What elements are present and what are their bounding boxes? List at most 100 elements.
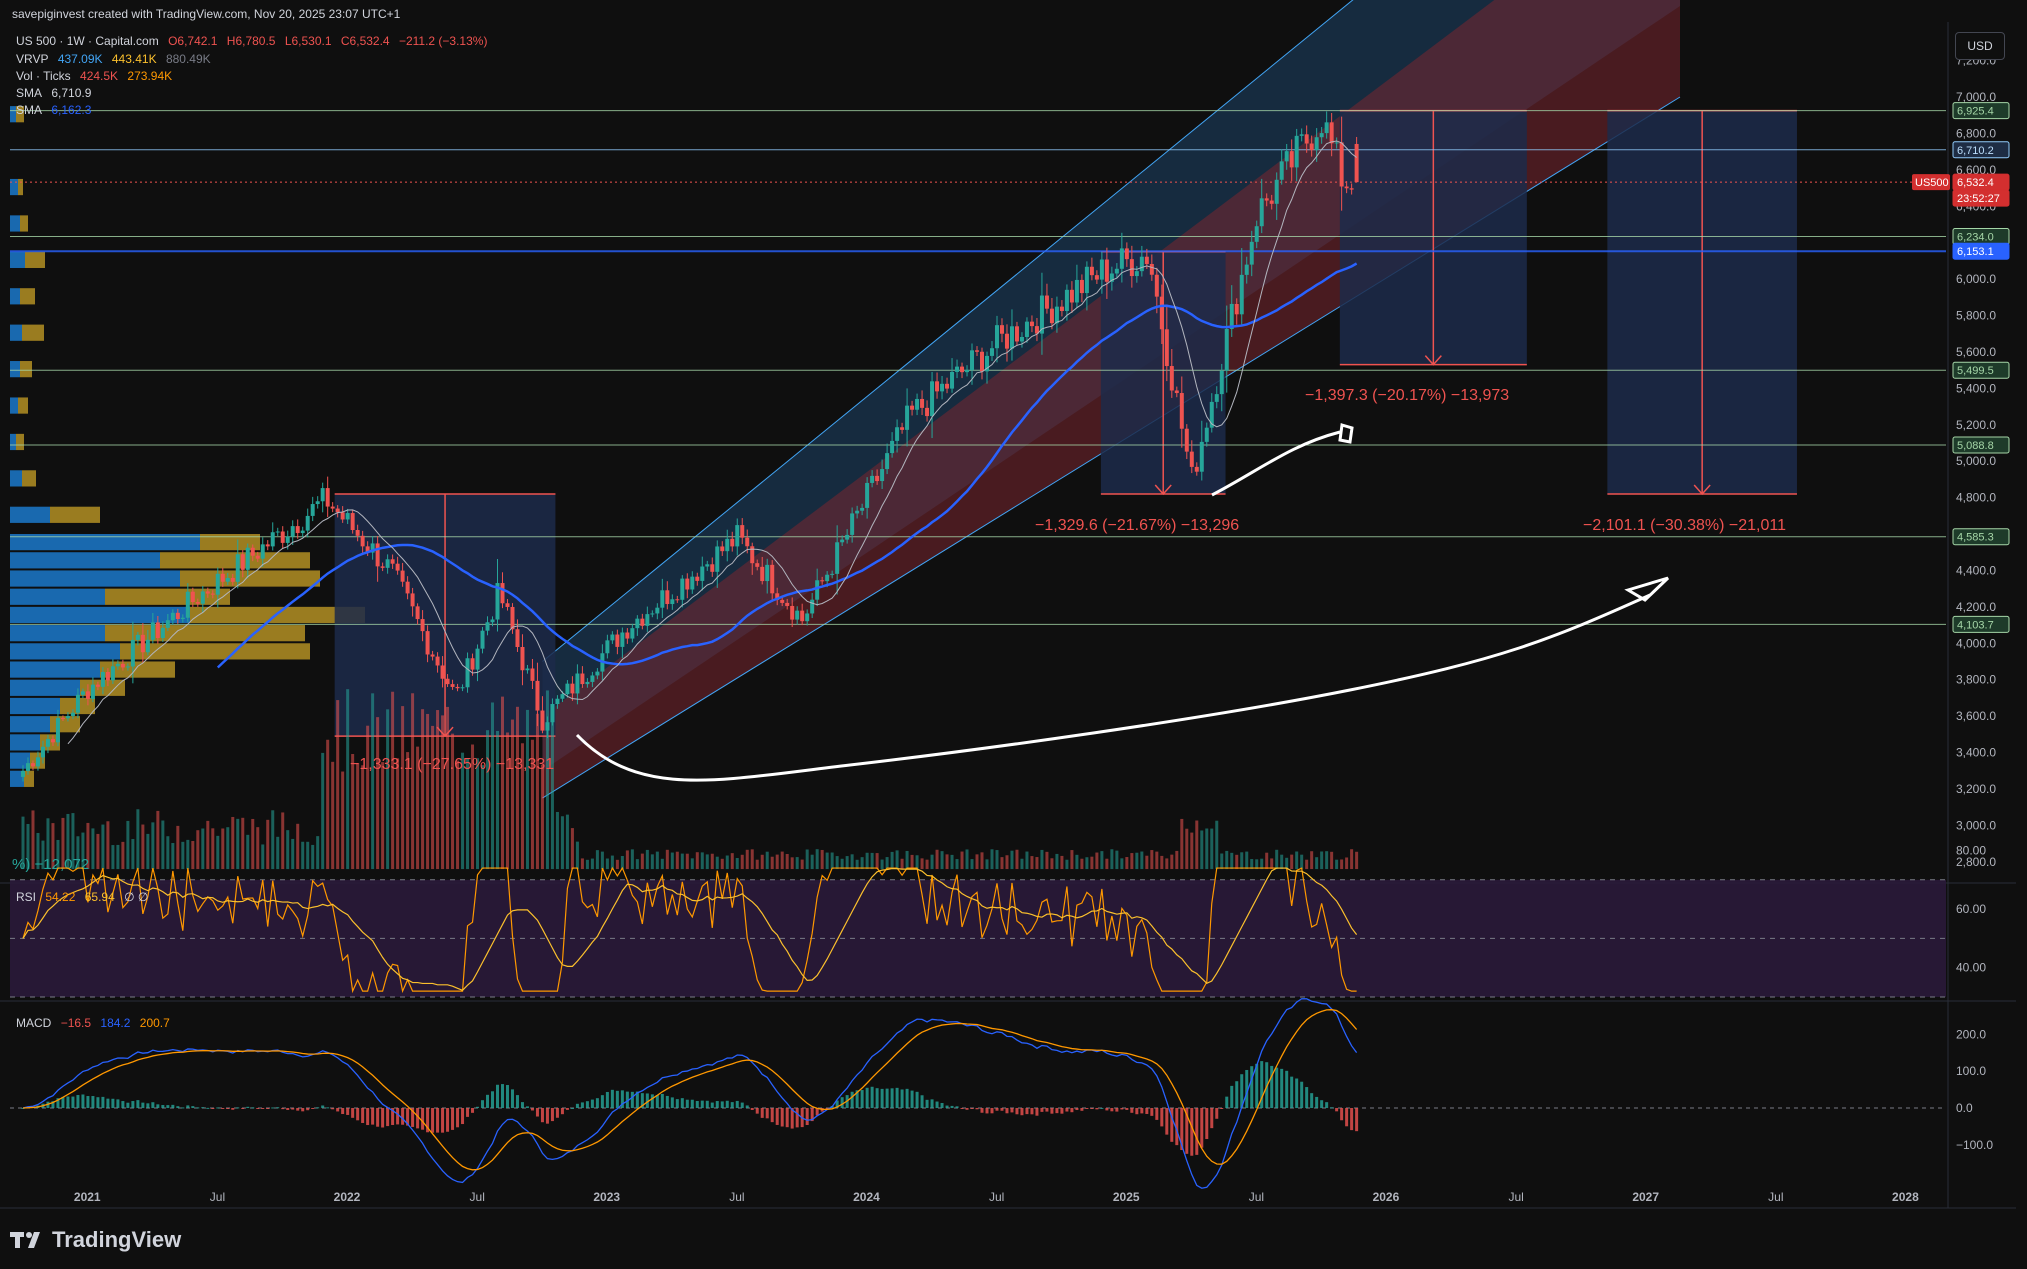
macd-legend[interactable]: MACD −16.5 184.2 200.7 xyxy=(16,1016,176,1030)
hand-drawn-arrow-tip-long xyxy=(1624,576,1670,602)
volume-bar-158 xyxy=(810,854,814,870)
volume-bar-110 xyxy=(570,828,574,870)
volume-bar-21 xyxy=(126,820,130,870)
candle-body-125 xyxy=(645,614,650,626)
volume-bar-138 xyxy=(710,853,714,870)
candle-body-107 xyxy=(555,698,560,705)
volume-bar-92 xyxy=(481,765,485,870)
volume-bar-17 xyxy=(106,821,110,870)
volume-bar-88 xyxy=(461,752,465,870)
volume-bar-87 xyxy=(456,760,460,870)
volume-bar-83 xyxy=(436,710,440,870)
volume-bar-238 xyxy=(1210,828,1214,870)
macd-histogram-bar-185 xyxy=(945,1105,949,1108)
symbol-name: US 500 · 1W · Capital.com xyxy=(16,34,159,48)
sma-legend-2[interactable]: SMA 6,162.3 xyxy=(16,103,97,117)
volume-bar-224 xyxy=(1140,851,1144,870)
macd-value-3: 200.7 xyxy=(139,1016,170,1030)
symbol-legend[interactable]: US 500 · 1W · Capital.com O6,742.1 H6,78… xyxy=(16,34,493,48)
macd-histogram-bar-116 xyxy=(600,1095,604,1108)
candle-body-137 xyxy=(705,564,710,567)
volume-bar-102 xyxy=(530,739,534,870)
sma-legend-1[interactable]: SMA 6,710.9 xyxy=(16,86,97,100)
candle-body-152 xyxy=(780,599,785,603)
volume-bar-74 xyxy=(391,691,395,870)
macd-histogram-bar-43 xyxy=(236,1107,240,1109)
macd-histogram-bar-7 xyxy=(56,1098,60,1108)
volume-bar-145 xyxy=(745,849,749,870)
macd-histogram-bar-170 xyxy=(870,1086,874,1108)
volume-bar-66 xyxy=(351,754,355,870)
candle-body-265 xyxy=(1344,186,1349,189)
macd-histogram-bar-135 xyxy=(695,1101,699,1108)
macd-histogram-bar-246 xyxy=(1250,1066,1254,1108)
macd-histogram-bar-119 xyxy=(615,1090,619,1108)
sma2-label: SMA xyxy=(16,103,43,117)
volume-bar-30 xyxy=(171,843,175,870)
price-badge-5 xyxy=(1952,242,2010,260)
volume-bar-218 xyxy=(1110,849,1114,870)
volume-bar-154 xyxy=(790,857,794,870)
macd-histogram-bar-239 xyxy=(1215,1108,1219,1119)
volume-profile-bar-10 xyxy=(10,716,50,733)
volume-bar-135 xyxy=(695,852,699,870)
candle-body-109 xyxy=(565,683,570,695)
candle-body-211 xyxy=(1074,279,1079,303)
macd-histogram-bar-215 xyxy=(1095,1108,1099,1110)
tradingview-brand[interactable]: TradingView xyxy=(10,1223,181,1257)
annotation-projection-1: −1,397.3 (−20.17%) −13,973 xyxy=(1305,387,1509,404)
volume-bar-264 xyxy=(1340,859,1344,870)
volume-bar-98 xyxy=(510,719,514,870)
candle-body-10 xyxy=(70,712,75,717)
volume-bar-228 xyxy=(1160,855,1164,870)
candle-body-261 xyxy=(1324,122,1329,134)
macd-histogram-bar-176 xyxy=(900,1089,904,1108)
candle-body-198 xyxy=(1009,326,1014,349)
macd-histogram-bar-114 xyxy=(590,1099,594,1108)
macd-histogram-bar-21 xyxy=(126,1102,130,1108)
macd-histogram-bar-38 xyxy=(211,1108,215,1109)
rsi-legend[interactable]: RSI 54.22 65.94 ∅ ∅ xyxy=(16,890,154,904)
candle-body-111 xyxy=(575,673,580,694)
volume-bar-37 xyxy=(206,820,210,870)
candle-body-69 xyxy=(365,546,370,553)
candle-body-242 xyxy=(1229,303,1234,329)
macd-histogram-bar-89 xyxy=(466,1108,470,1117)
volume-bar-109 xyxy=(565,814,569,870)
macd-histogram-bar-113 xyxy=(585,1101,589,1108)
volume-bar-12 xyxy=(81,832,85,870)
candle-body-192 xyxy=(980,351,985,372)
volume-profile-bar-up-5 xyxy=(105,625,305,642)
projection-box-1-arrow-head xyxy=(1424,355,1442,366)
candle-body-27 xyxy=(155,622,160,639)
macd-histogram-bar-147 xyxy=(755,1108,759,1114)
candle-body-90 xyxy=(470,658,475,670)
candle-body-79 xyxy=(415,606,420,620)
macd-histogram-bar-81 xyxy=(426,1108,430,1133)
candle-body-143 xyxy=(735,525,740,547)
candle-body-61 xyxy=(325,488,330,507)
candle-body-8 xyxy=(60,718,65,720)
candle-body-170 xyxy=(870,475,875,483)
volume-bar-188 xyxy=(960,851,964,870)
candle-body-40 xyxy=(220,573,225,582)
candle-body-165 xyxy=(845,534,850,540)
macd-histogram-bar-24 xyxy=(141,1102,145,1108)
macd-histogram-bar-64 xyxy=(341,1108,345,1115)
candle-body-49 xyxy=(265,544,270,547)
candle-body-26 xyxy=(150,622,155,640)
candle-body-255 xyxy=(1294,135,1299,168)
vol-legend[interactable]: Vol · Ticks 424.5K 273.94K xyxy=(16,69,178,83)
candle-body-205 xyxy=(1044,295,1049,309)
currency-button[interactable]: USD xyxy=(1955,32,2005,60)
volume-bar-196 xyxy=(1000,857,1004,870)
candle-body-149 xyxy=(765,564,770,582)
volume-bar-236 xyxy=(1200,830,1204,870)
volume-bar-54 xyxy=(291,838,295,870)
vrvp-legend[interactable]: VRVP 437.09K 443.41K 880.49K xyxy=(16,52,217,66)
candle-body-77 xyxy=(405,581,410,594)
price-badge-3 xyxy=(1952,189,2010,207)
candle-body-44 xyxy=(240,554,245,570)
